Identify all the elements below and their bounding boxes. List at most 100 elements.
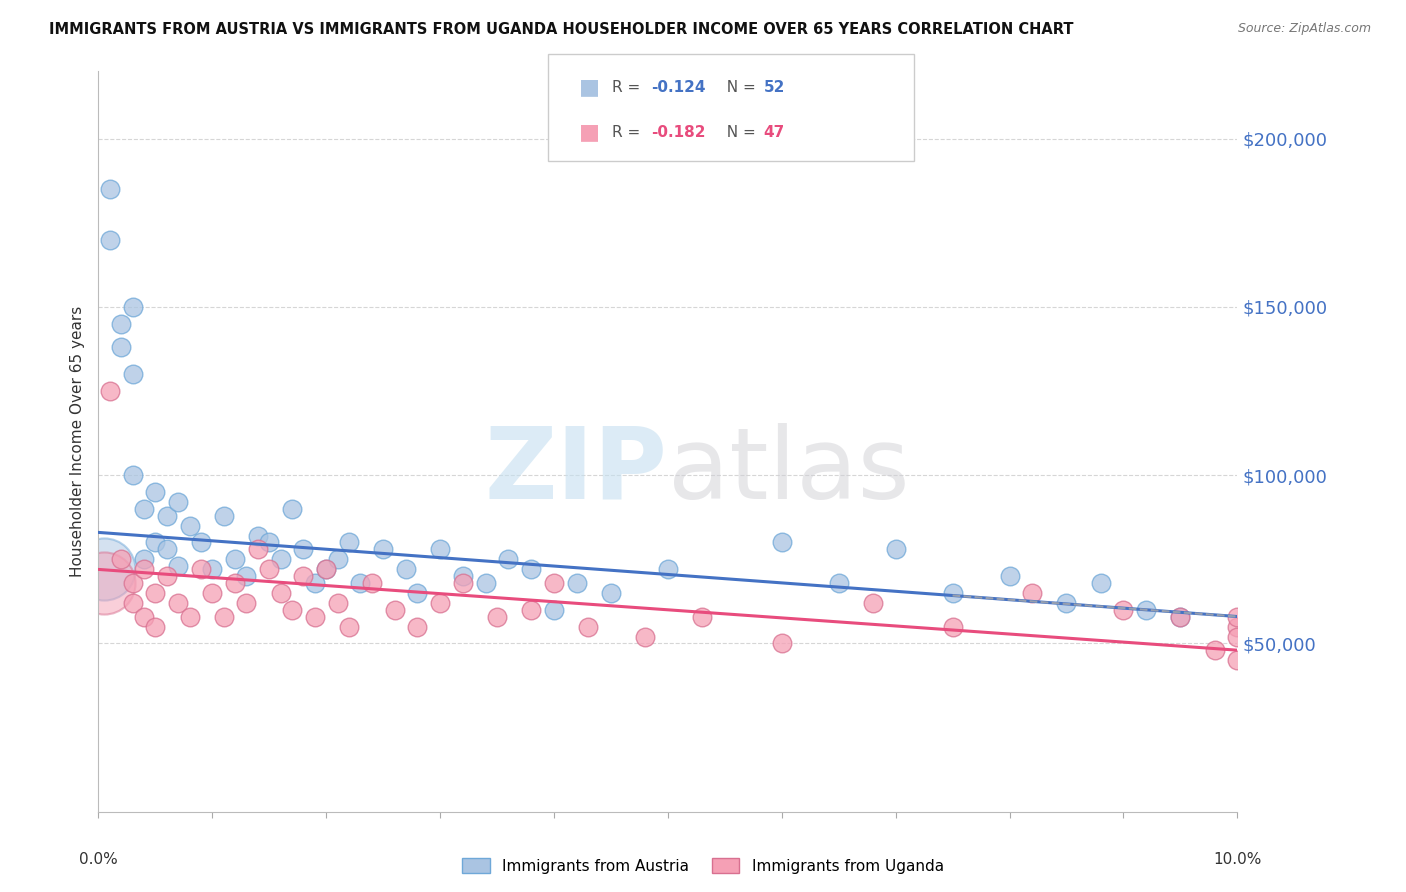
Point xyxy=(451,575,474,590)
Point xyxy=(179,609,201,624)
Point xyxy=(132,562,155,576)
Point xyxy=(145,535,167,549)
Point xyxy=(1112,603,1135,617)
Point xyxy=(1226,619,1249,633)
Point xyxy=(349,575,371,590)
Point xyxy=(520,603,543,617)
Point xyxy=(132,609,155,624)
Text: -0.124: -0.124 xyxy=(651,80,706,95)
Text: -0.182: -0.182 xyxy=(651,125,706,139)
Point xyxy=(1226,653,1249,667)
Point xyxy=(93,575,115,590)
Point xyxy=(884,542,907,557)
Point xyxy=(145,485,167,500)
Point xyxy=(576,619,599,633)
Point xyxy=(110,340,132,354)
Point xyxy=(690,609,713,624)
Point xyxy=(259,562,281,576)
Point xyxy=(828,575,851,590)
Text: 52: 52 xyxy=(763,80,785,95)
Text: N =: N = xyxy=(717,80,761,95)
Point xyxy=(121,468,143,483)
Point xyxy=(270,552,292,566)
Point xyxy=(942,586,965,600)
Point xyxy=(224,575,246,590)
Point xyxy=(167,495,190,509)
Point xyxy=(98,182,121,196)
Point xyxy=(98,233,121,247)
Y-axis label: Householder Income Over 65 years: Householder Income Over 65 years xyxy=(69,306,84,577)
Legend: Immigrants from Austria, Immigrants from Uganda: Immigrants from Austria, Immigrants from… xyxy=(456,852,950,880)
Point xyxy=(132,501,155,516)
Point xyxy=(406,619,429,633)
Point xyxy=(132,552,155,566)
Point xyxy=(1021,586,1043,600)
Point xyxy=(190,535,212,549)
Point xyxy=(212,508,235,523)
Point xyxy=(235,569,257,583)
Text: ZIP: ZIP xyxy=(485,423,668,520)
Point xyxy=(167,559,190,574)
Point xyxy=(121,596,143,610)
Point xyxy=(1090,575,1112,590)
Point xyxy=(201,562,224,576)
Point xyxy=(326,552,349,566)
Point xyxy=(110,552,132,566)
Point xyxy=(634,630,657,644)
Text: 47: 47 xyxy=(763,125,785,139)
Text: 10.0%: 10.0% xyxy=(1213,852,1261,867)
Point xyxy=(337,535,360,549)
Text: 0.0%: 0.0% xyxy=(79,852,118,867)
Point xyxy=(1226,609,1249,624)
Point xyxy=(1226,630,1249,644)
Point xyxy=(498,552,520,566)
Point xyxy=(98,384,121,398)
Point xyxy=(224,552,246,566)
Point xyxy=(121,368,143,382)
Point xyxy=(292,569,315,583)
Point xyxy=(145,586,167,600)
Point xyxy=(373,542,395,557)
Point xyxy=(360,575,382,590)
Point xyxy=(121,575,143,590)
Text: ■: ■ xyxy=(579,78,600,97)
Text: R =: R = xyxy=(612,125,645,139)
Point xyxy=(998,569,1021,583)
Point xyxy=(145,619,167,633)
Point xyxy=(315,562,337,576)
Point xyxy=(235,596,257,610)
Point xyxy=(770,636,793,650)
Point xyxy=(429,542,451,557)
Point xyxy=(190,562,212,576)
Point xyxy=(543,603,565,617)
Point xyxy=(600,586,623,600)
Point xyxy=(451,569,474,583)
Point xyxy=(1056,596,1078,610)
Point xyxy=(156,542,179,557)
Text: atlas: atlas xyxy=(668,423,910,520)
Point xyxy=(326,596,349,610)
Point xyxy=(1204,643,1226,657)
Text: ■: ■ xyxy=(579,122,600,142)
Point xyxy=(270,586,292,600)
Text: N =: N = xyxy=(717,125,761,139)
Point xyxy=(167,596,190,610)
Point xyxy=(281,603,304,617)
Point xyxy=(304,575,326,590)
Point xyxy=(110,317,132,331)
Text: Source: ZipAtlas.com: Source: ZipAtlas.com xyxy=(1237,22,1371,36)
Point xyxy=(657,562,679,576)
Point xyxy=(384,603,406,617)
Point xyxy=(395,562,418,576)
Point xyxy=(429,596,451,610)
Point xyxy=(942,619,965,633)
Point xyxy=(246,542,269,557)
Point xyxy=(1135,603,1157,617)
Point xyxy=(565,575,588,590)
Point xyxy=(179,518,201,533)
Text: IMMIGRANTS FROM AUSTRIA VS IMMIGRANTS FROM UGANDA HOUSEHOLDER INCOME OVER 65 YEA: IMMIGRANTS FROM AUSTRIA VS IMMIGRANTS FR… xyxy=(49,22,1074,37)
Point xyxy=(156,508,179,523)
Point xyxy=(212,609,235,624)
Point xyxy=(486,609,509,624)
Point xyxy=(304,609,326,624)
